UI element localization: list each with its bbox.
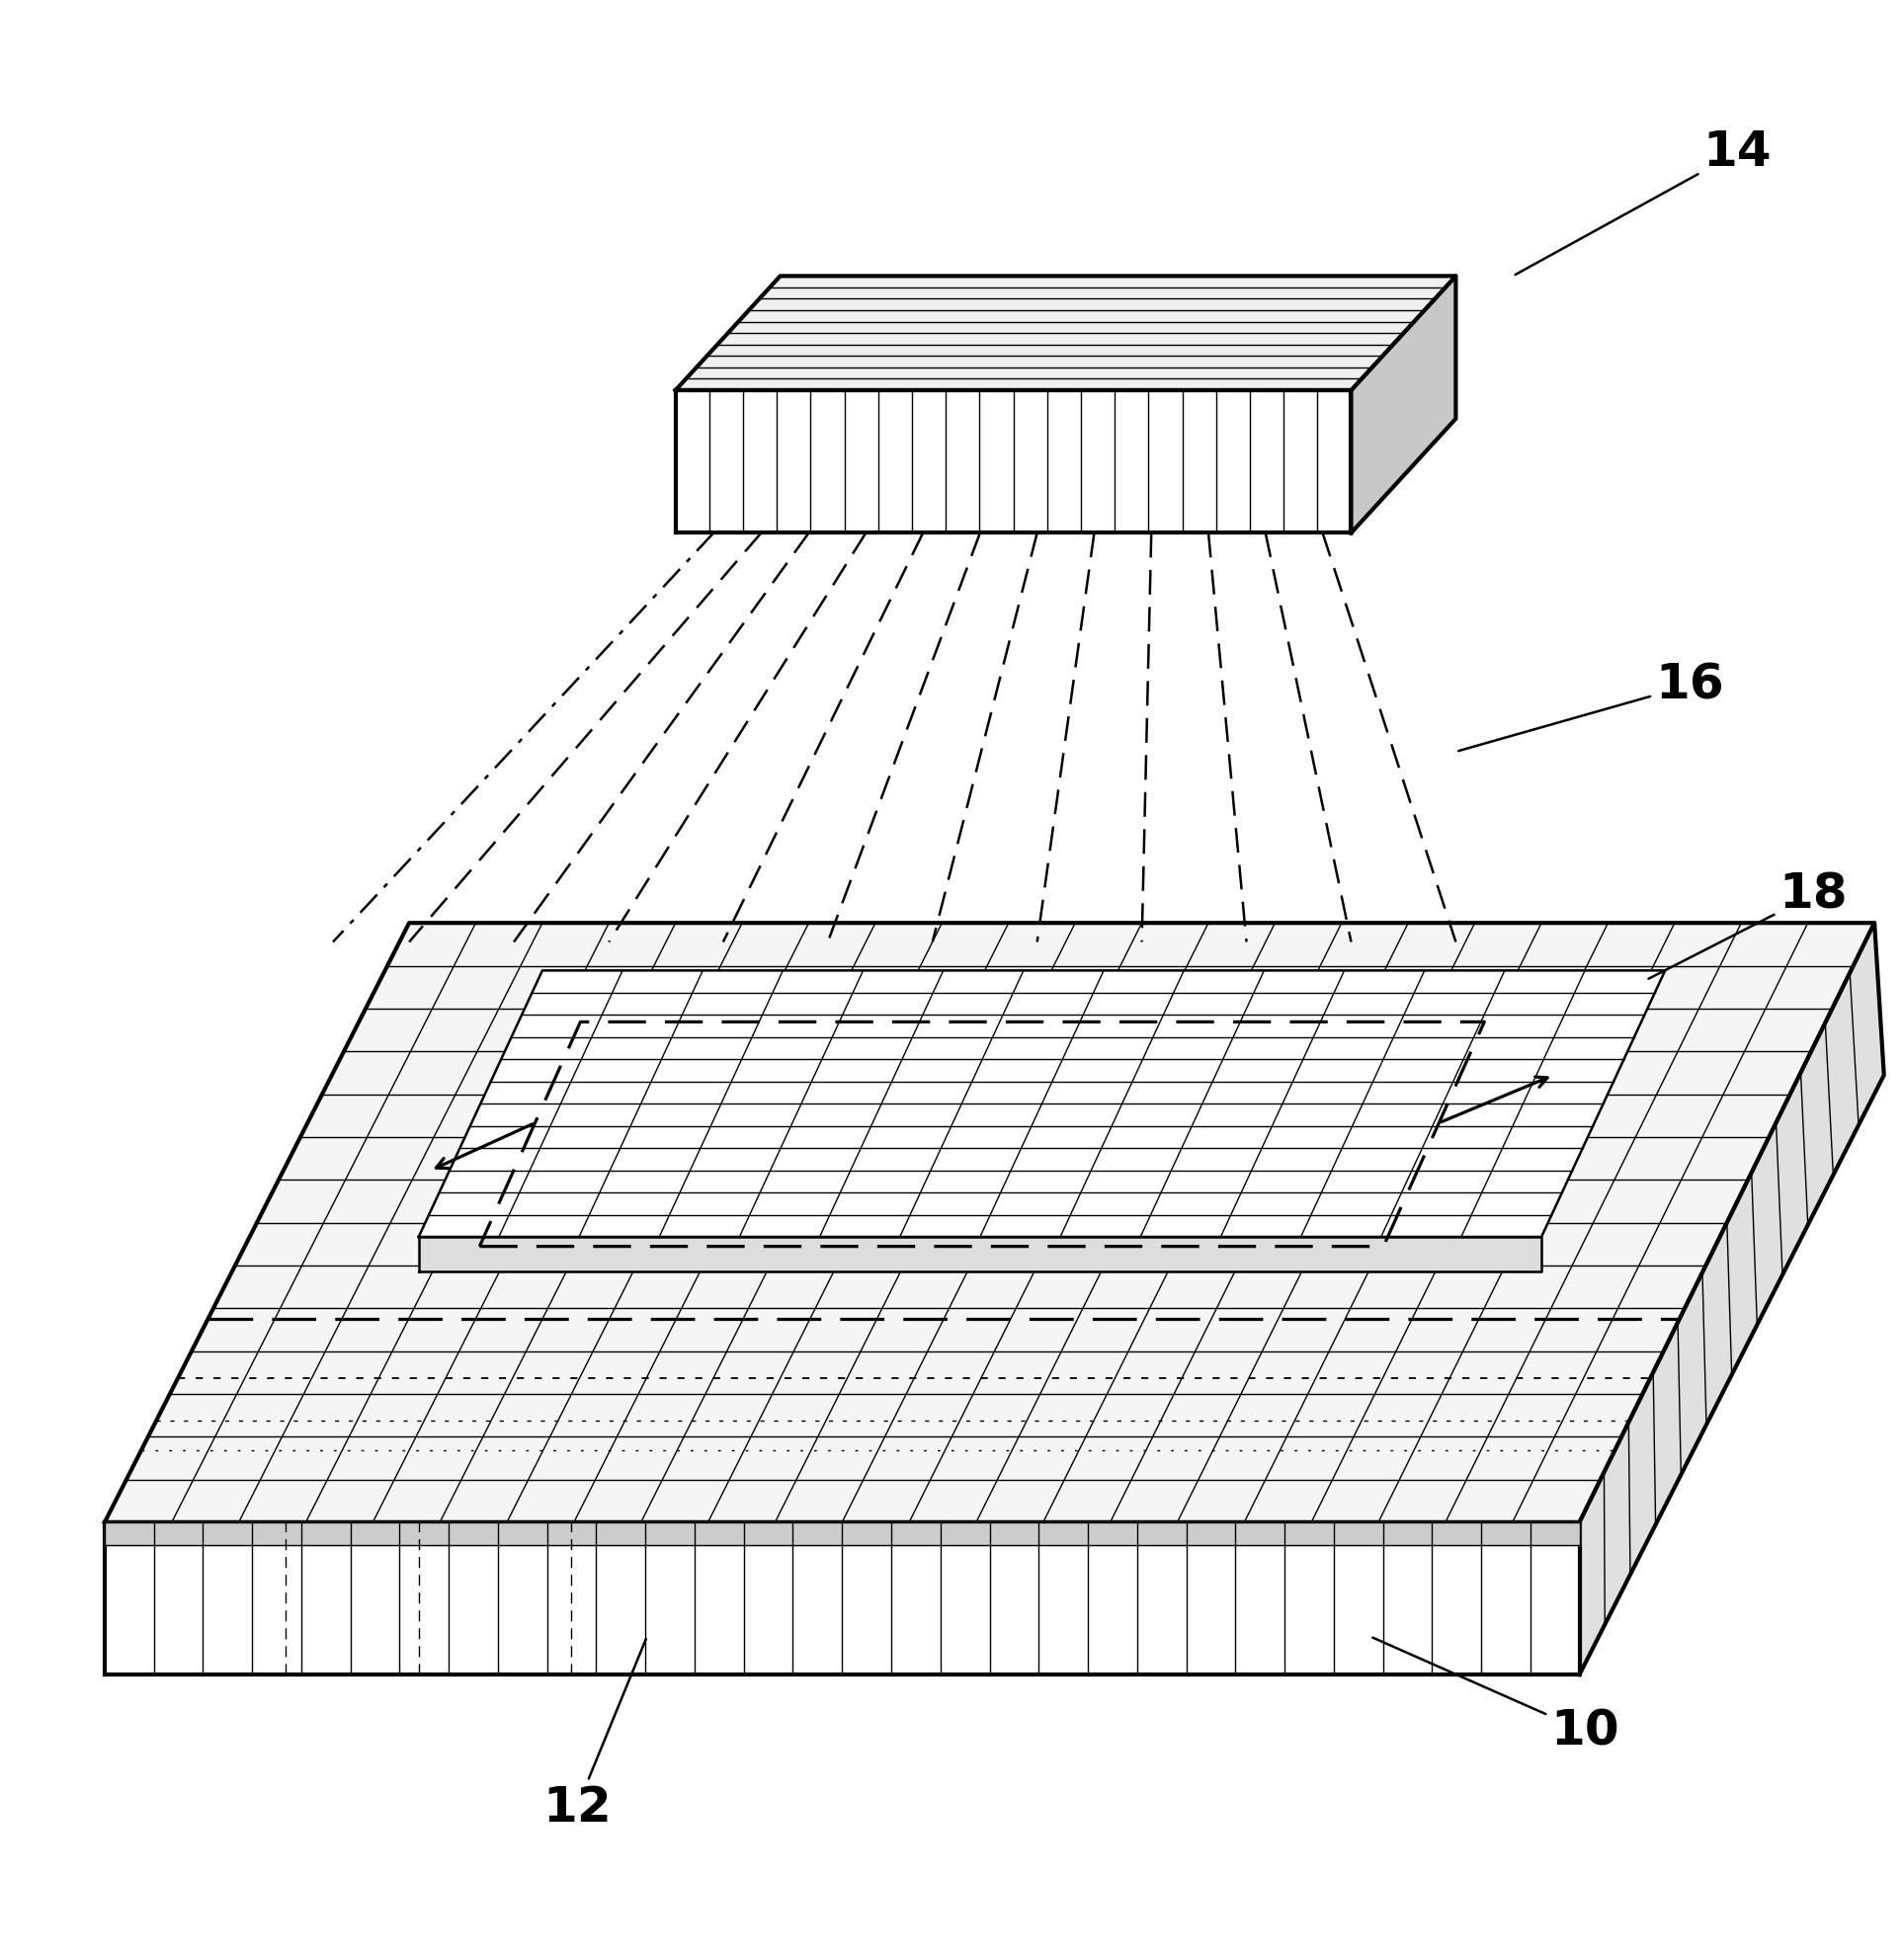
Text: 12: 12	[542, 1639, 645, 1831]
Polygon shape	[676, 390, 1351, 533]
Text: 16: 16	[1458, 661, 1724, 751]
Text: 14: 14	[1515, 129, 1772, 274]
Text: 10: 10	[1372, 1637, 1619, 1756]
Polygon shape	[419, 1237, 1541, 1272]
Polygon shape	[419, 970, 1665, 1237]
Polygon shape	[1351, 276, 1456, 533]
Polygon shape	[105, 1523, 1579, 1674]
Polygon shape	[105, 1523, 1579, 1544]
Polygon shape	[1579, 923, 1884, 1674]
Polygon shape	[676, 276, 1456, 390]
Polygon shape	[105, 923, 1874, 1523]
Text: 18: 18	[1648, 870, 1848, 978]
